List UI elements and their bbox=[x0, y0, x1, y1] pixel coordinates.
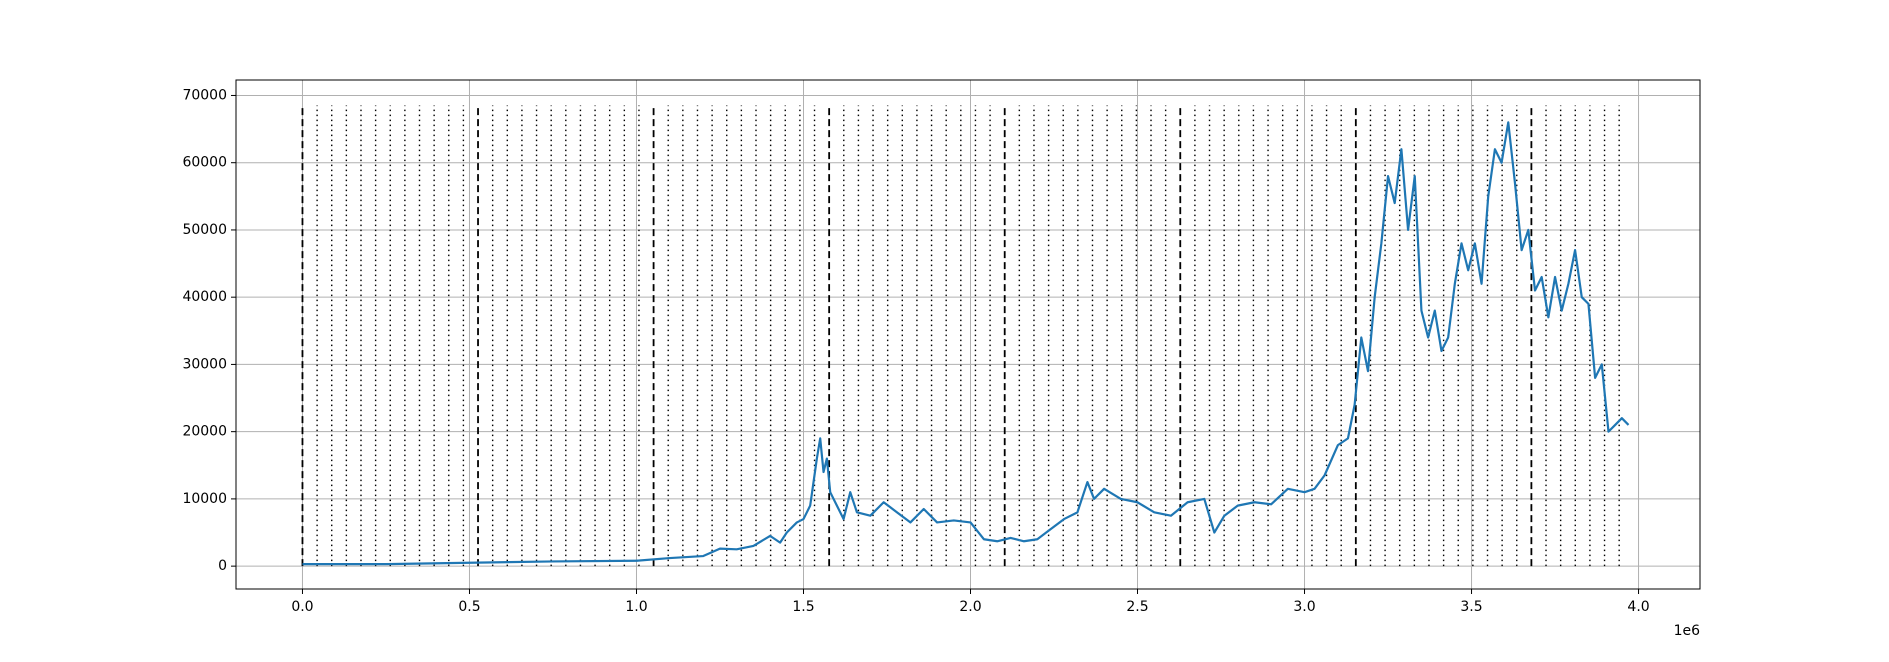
y-tick-label: 50000 bbox=[182, 222, 227, 238]
x-tick-label: 3.5 bbox=[1460, 599, 1482, 615]
x-tick-label: 3.0 bbox=[1293, 599, 1315, 615]
x-tick-label: 0.5 bbox=[458, 599, 480, 615]
x-tick-label: 2.5 bbox=[1126, 599, 1148, 615]
y-tick-label: 20000 bbox=[182, 424, 227, 440]
y-tick-label: 10000 bbox=[182, 491, 227, 507]
x-tick-label: 2.0 bbox=[959, 599, 981, 615]
x-tick-label: 4.0 bbox=[1627, 599, 1649, 615]
price-line bbox=[302, 121, 1630, 566]
y-tick-label: 60000 bbox=[182, 155, 227, 171]
plot-frame bbox=[235, 79, 1701, 590]
y-tick-label: 0 bbox=[218, 558, 227, 574]
y-tick-label: 40000 bbox=[182, 289, 227, 305]
x-tick-label: 0.0 bbox=[291, 599, 313, 615]
y-tick-label: 70000 bbox=[182, 87, 227, 103]
x-tick-label: 1.5 bbox=[792, 599, 814, 615]
x-tick-label: 1.0 bbox=[625, 599, 647, 615]
y-tick-label: 30000 bbox=[182, 356, 227, 372]
x-offset-label: 1e6 bbox=[1674, 623, 1701, 639]
